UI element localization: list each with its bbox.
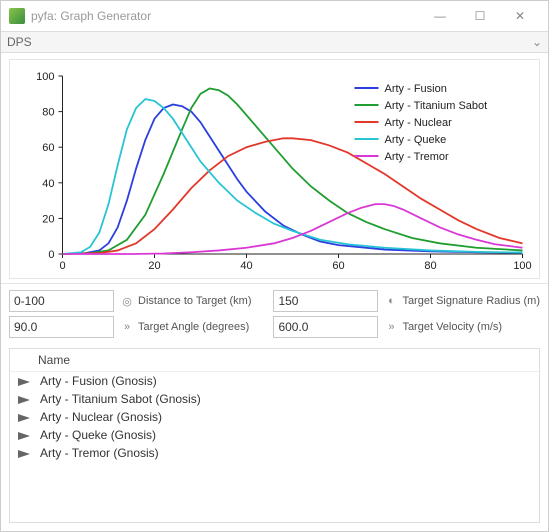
input-grid: ◎ Distance to Target (km) ◐ Target Signa…: [1, 283, 548, 344]
svg-text:20: 20: [148, 260, 160, 272]
minimize-button[interactable]: —: [420, 2, 460, 30]
ship-icon: [18, 376, 32, 386]
svg-text:80: 80: [42, 107, 54, 119]
graph-type-dropdown[interactable]: DPS ⌄: [1, 31, 548, 53]
distance-label-text: Distance to Target (km): [138, 295, 252, 307]
svg-text:60: 60: [42, 142, 54, 154]
svg-text:0: 0: [59, 260, 65, 272]
titlebar: pyfa: Graph Generator — ☐ ✕: [1, 1, 548, 31]
svg-text:100: 100: [36, 71, 54, 83]
angle-label-text: Target Angle (degrees): [138, 321, 249, 333]
list-item[interactable]: Arty - Titanium Sabot (Gnosis): [10, 390, 539, 408]
list-item-label: Arty - Titanium Sabot (Gnosis): [40, 392, 201, 406]
velocity-icon: »: [384, 320, 398, 334]
list-item[interactable]: Arty - Fusion (Gnosis): [10, 372, 539, 390]
chart-box: 0 20 40 60 80 100 0 20 40 60 80 100 Arty - Fusion Ar…: [9, 59, 540, 279]
velocity-label: » Target Velocity (m/s): [384, 316, 540, 338]
svg-text:Arty - Fusion: Arty - Fusion: [385, 83, 447, 95]
velocity-input[interactable]: [273, 316, 378, 338]
ship-icon: [18, 394, 32, 404]
fit-list: Name Arty - Fusion (Gnosis) Arty - Titani…: [9, 348, 540, 523]
window-title: pyfa: Graph Generator: [31, 9, 420, 23]
ship-icon: [18, 448, 32, 458]
distance-label: ◎ Distance to Target (km): [120, 290, 267, 312]
chevron-down-icon: ⌄: [532, 35, 542, 49]
svg-text:100: 100: [513, 260, 531, 272]
list-item-label: Arty - Fusion (Gnosis): [40, 374, 157, 388]
angle-input[interactable]: [9, 316, 114, 338]
list-item[interactable]: Arty - Queke (Gnosis): [10, 426, 539, 444]
svg-text:0: 0: [48, 249, 54, 261]
close-button[interactable]: ✕: [500, 2, 540, 30]
list-header-name: Name: [10, 349, 539, 372]
svg-text:20: 20: [42, 213, 54, 225]
svg-text:40: 40: [240, 260, 252, 272]
list-item-label: Arty - Queke (Gnosis): [40, 428, 156, 442]
distance-icon: ◎: [120, 294, 134, 308]
svg-text:60: 60: [332, 260, 344, 272]
ship-icon: [18, 430, 32, 440]
angle-label: » Target Angle (degrees): [120, 316, 267, 338]
graph-type-label: DPS: [7, 35, 532, 49]
velocity-label-text: Target Velocity (m/s): [402, 321, 502, 333]
app-icon: [9, 8, 25, 24]
svg-text:Arty - Tremor: Arty - Tremor: [385, 151, 450, 163]
list-item[interactable]: Arty - Nuclear (Gnosis): [10, 408, 539, 426]
maximize-button[interactable]: ☐: [460, 2, 500, 30]
sig-radius-label-text: Target Signature Radius (m): [402, 295, 540, 307]
svg-text:80: 80: [424, 260, 436, 272]
dps-chart: 0 20 40 60 80 100 0 20 40 60 80 100 Arty - Fusion Ar…: [14, 66, 535, 276]
sig-radius-input[interactable]: [273, 290, 378, 312]
list-item[interactable]: Arty - Tremor (Gnosis): [10, 444, 539, 462]
angle-icon: »: [120, 320, 134, 334]
list-item-label: Arty - Nuclear (Gnosis): [40, 410, 162, 424]
chart-container: 0 20 40 60 80 100 0 20 40 60 80 100 Arty - Fusion Ar…: [1, 53, 548, 283]
svg-text:40: 40: [42, 178, 54, 190]
svg-text:Arty - Nuclear: Arty - Nuclear: [385, 117, 453, 129]
sig-radius-label: ◐ Target Signature Radius (m): [384, 290, 540, 312]
ship-icon: [18, 412, 32, 422]
distance-input[interactable]: [9, 290, 114, 312]
window: pyfa: Graph Generator — ☐ ✕ DPS ⌄ 0 20 40 6…: [0, 0, 549, 532]
svg-text:Arty - Titanium Sabot: Arty - Titanium Sabot: [385, 100, 488, 112]
list-item-label: Arty - Tremor (Gnosis): [40, 446, 159, 460]
sig-radius-icon: ◐: [384, 294, 398, 308]
svg-text:Arty - Queke: Arty - Queke: [385, 134, 447, 146]
